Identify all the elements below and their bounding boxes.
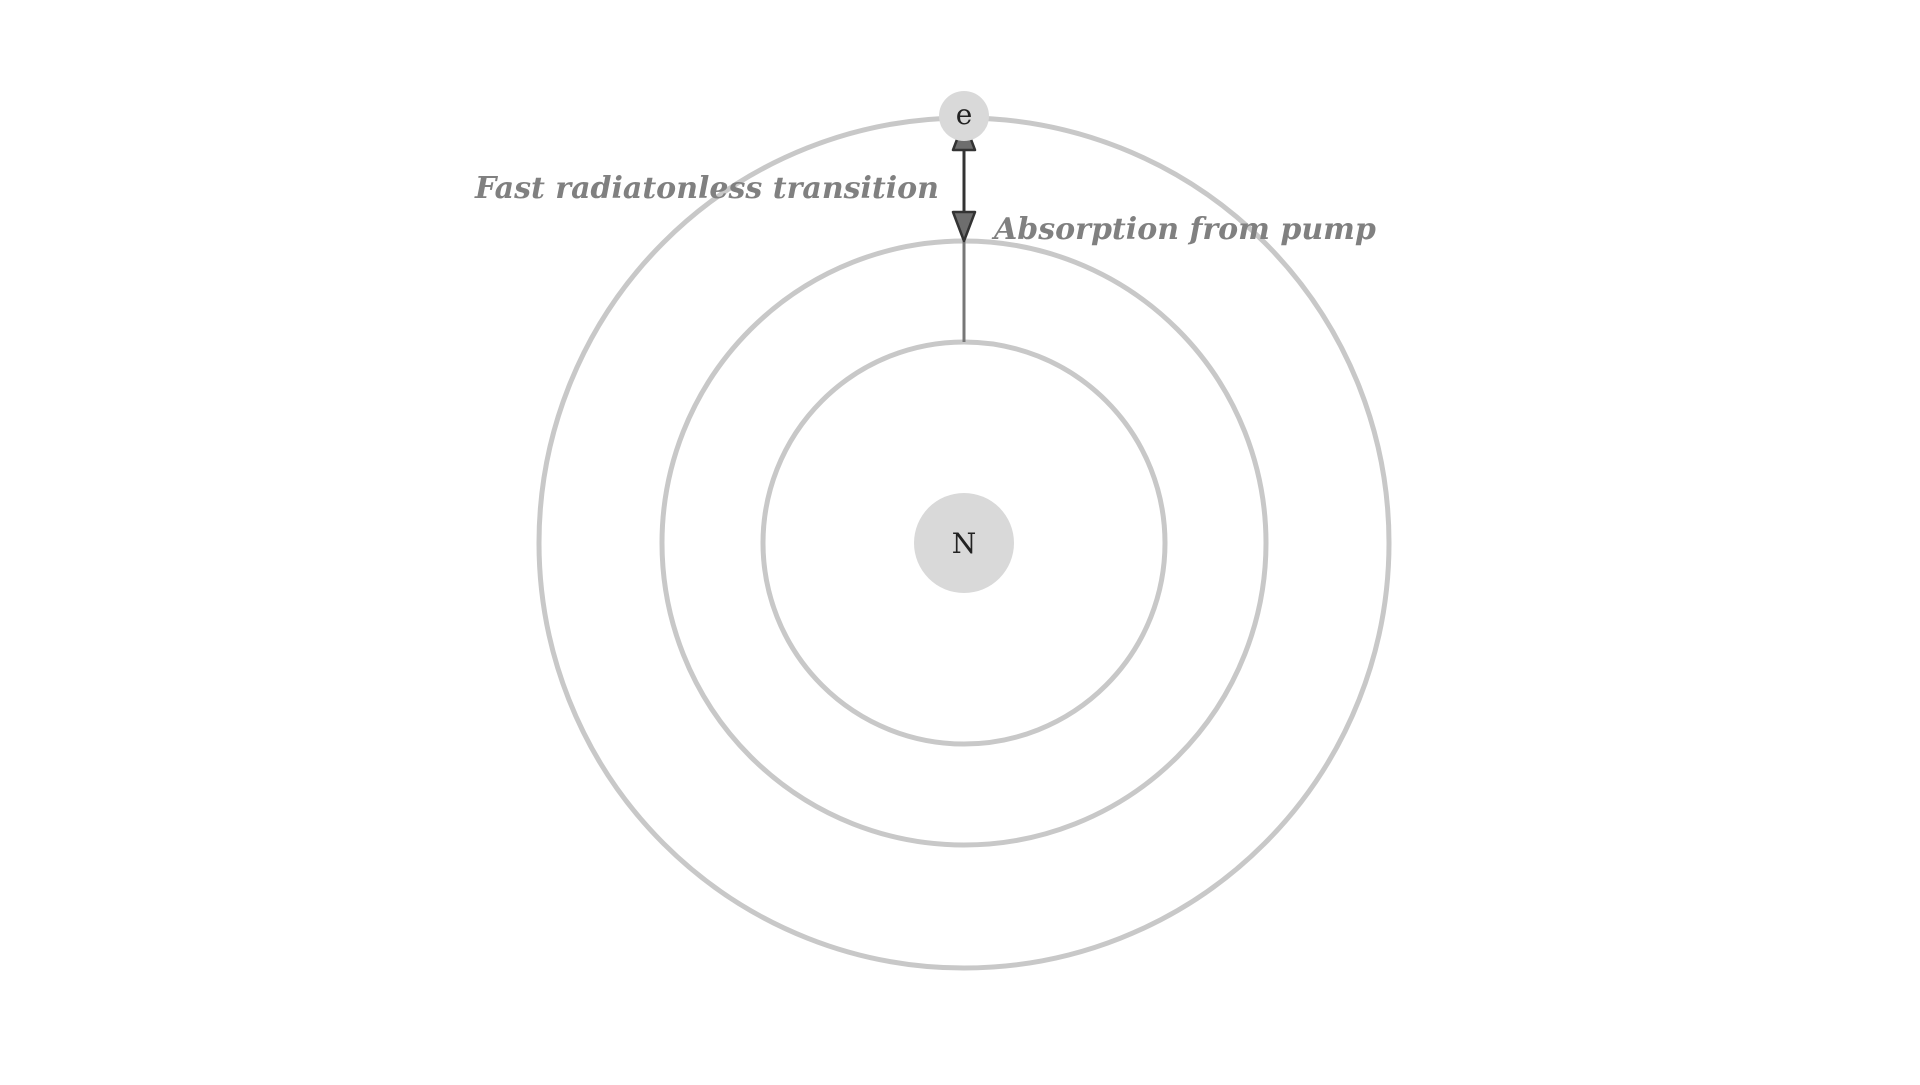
absorption-label: Absorption from pump xyxy=(991,212,1376,247)
fast-transition-label: Fast radiatonless transition xyxy=(474,171,939,206)
electron-label: e xyxy=(956,98,973,131)
transition-arrow-down-head xyxy=(951,210,977,243)
nucleus-label: N xyxy=(952,527,977,560)
electron xyxy=(939,91,989,141)
nucleus xyxy=(914,493,1014,593)
